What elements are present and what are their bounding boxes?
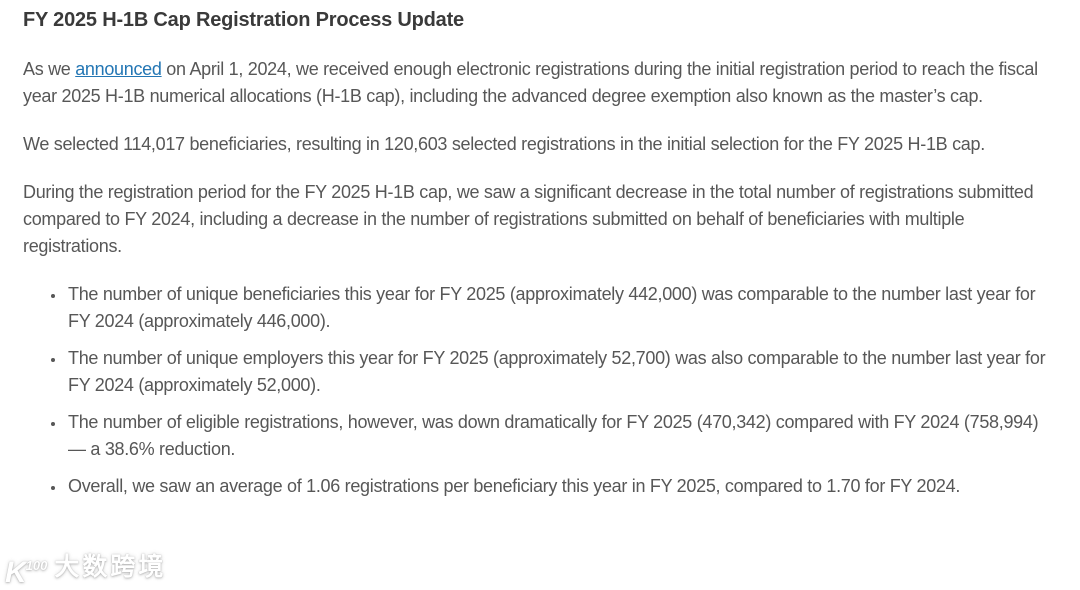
bullet-unique-employers: The number of unique employers this year… [66, 345, 1057, 399]
watermark-brand-text: 大数跨境 [54, 553, 167, 581]
bullet-unique-beneficiaries: The number of unique beneficiaries this … [66, 281, 1057, 335]
dashu-kuajing-logo-icon: K100 [5, 551, 47, 588]
registration-decrease-paragraph: During the registration period for the F… [23, 182, 1034, 256]
intro-paragraph: As we announced on April 1, 2024, we rec… [23, 56, 1057, 110]
article-page: FY 2025 H-1B Cap Registration Process Up… [0, 0, 1080, 500]
watermark-logo-letter: K [5, 556, 27, 589]
intro-paragraph-before-link: As we [23, 59, 76, 79]
bullet-eligible-registrations: The number of eligible registrations, ho… [66, 409, 1057, 463]
selection-numbers-paragraph: We selected 114,017 beneficiaries, resul… [23, 134, 985, 154]
announced-link[interactable]: announced [75, 59, 162, 79]
watermark: K100 大数跨境 [5, 551, 166, 588]
bullet-average-registrations: Overall, we saw an average of 1.06 regis… [66, 473, 1057, 500]
page-title: FY 2025 H-1B Cap Registration Process Up… [23, 9, 464, 31]
statistics-bullet-list: The number of unique beneficiaries this … [23, 281, 1057, 500]
intro-paragraph-after-link: on April 1, 2024, we received enough ele… [23, 59, 1038, 106]
watermark-logo-superscript: 100 [25, 558, 48, 573]
